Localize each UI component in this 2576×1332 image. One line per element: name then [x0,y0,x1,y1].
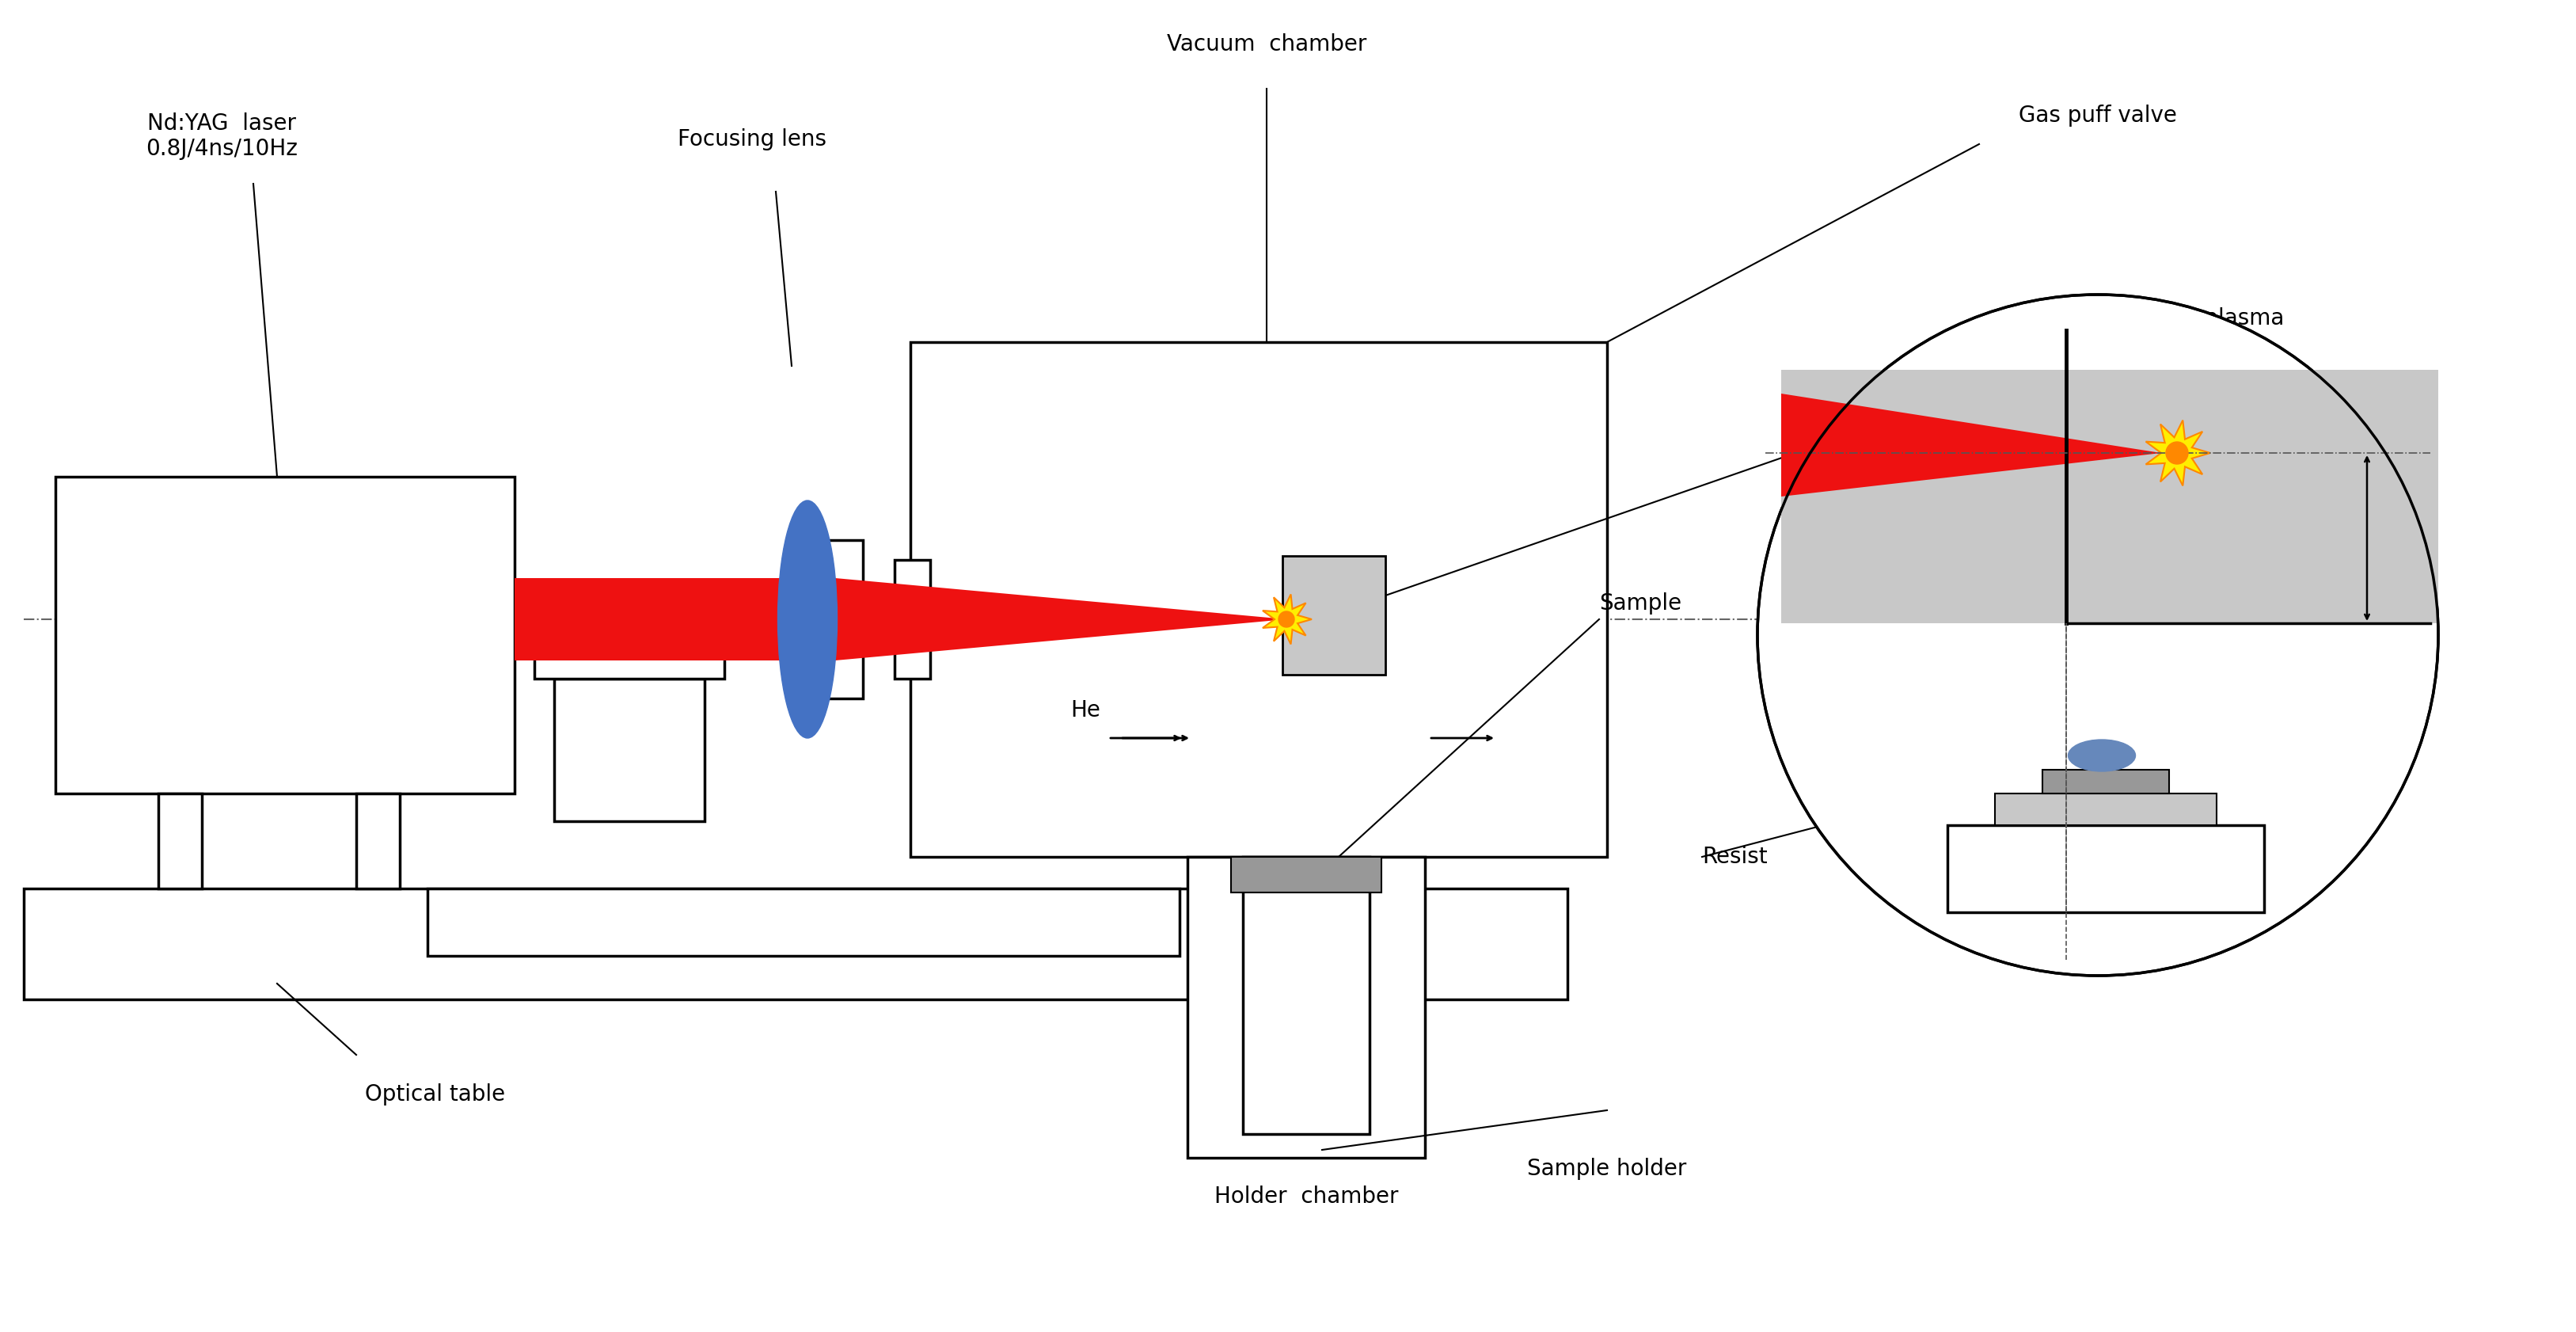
Bar [1242,856,1368,1134]
Text: Vacuum  chamber: Vacuum chamber [1167,33,1365,56]
Bar [1231,856,1381,892]
Text: Nd:YAG  laser
0.8J/4ns/10Hz: Nd:YAG laser 0.8J/4ns/10Hz [147,112,299,160]
Bar [894,559,930,679]
Text: Sample: Sample [1600,593,1682,614]
Text: Focusing lens: Focusing lens [677,128,827,151]
Polygon shape [1780,393,2161,497]
Polygon shape [835,578,1285,661]
Text: SiN window: SiN window [2136,450,2264,472]
Circle shape [1757,294,2437,975]
Text: Sample holder: Sample holder [1528,1158,1687,1180]
Polygon shape [515,578,781,661]
Text: Optical table: Optical table [366,1083,505,1106]
Text: Holder  chamber: Holder chamber [1213,1185,1399,1208]
Bar [1780,370,2437,623]
Bar [355,794,399,888]
Bar [1947,826,2264,912]
Bar [157,794,201,888]
Bar [2043,770,2169,794]
Text: 2 cm: 2 cm [2383,527,2437,549]
Text: Gas puff valve: Gas puff valve [2017,104,2177,127]
Bar [824,539,863,698]
Bar [1994,794,2215,826]
Bar [23,888,1566,999]
Bar [428,888,1180,956]
Bar [1283,555,1386,675]
Circle shape [2166,442,2187,464]
Bar [1188,856,1425,1158]
Bar [554,679,703,822]
Polygon shape [2146,420,2210,486]
Bar [533,655,724,679]
Bar [909,342,1607,856]
Bar [57,477,515,794]
Text: He: He [1069,699,1100,722]
Text: Laser plasma: Laser plasma [2136,308,2282,329]
Polygon shape [1262,594,1311,645]
Ellipse shape [778,501,837,738]
Text: Resist: Resist [1703,846,1767,868]
Circle shape [1278,611,1293,627]
Ellipse shape [2069,739,2136,771]
